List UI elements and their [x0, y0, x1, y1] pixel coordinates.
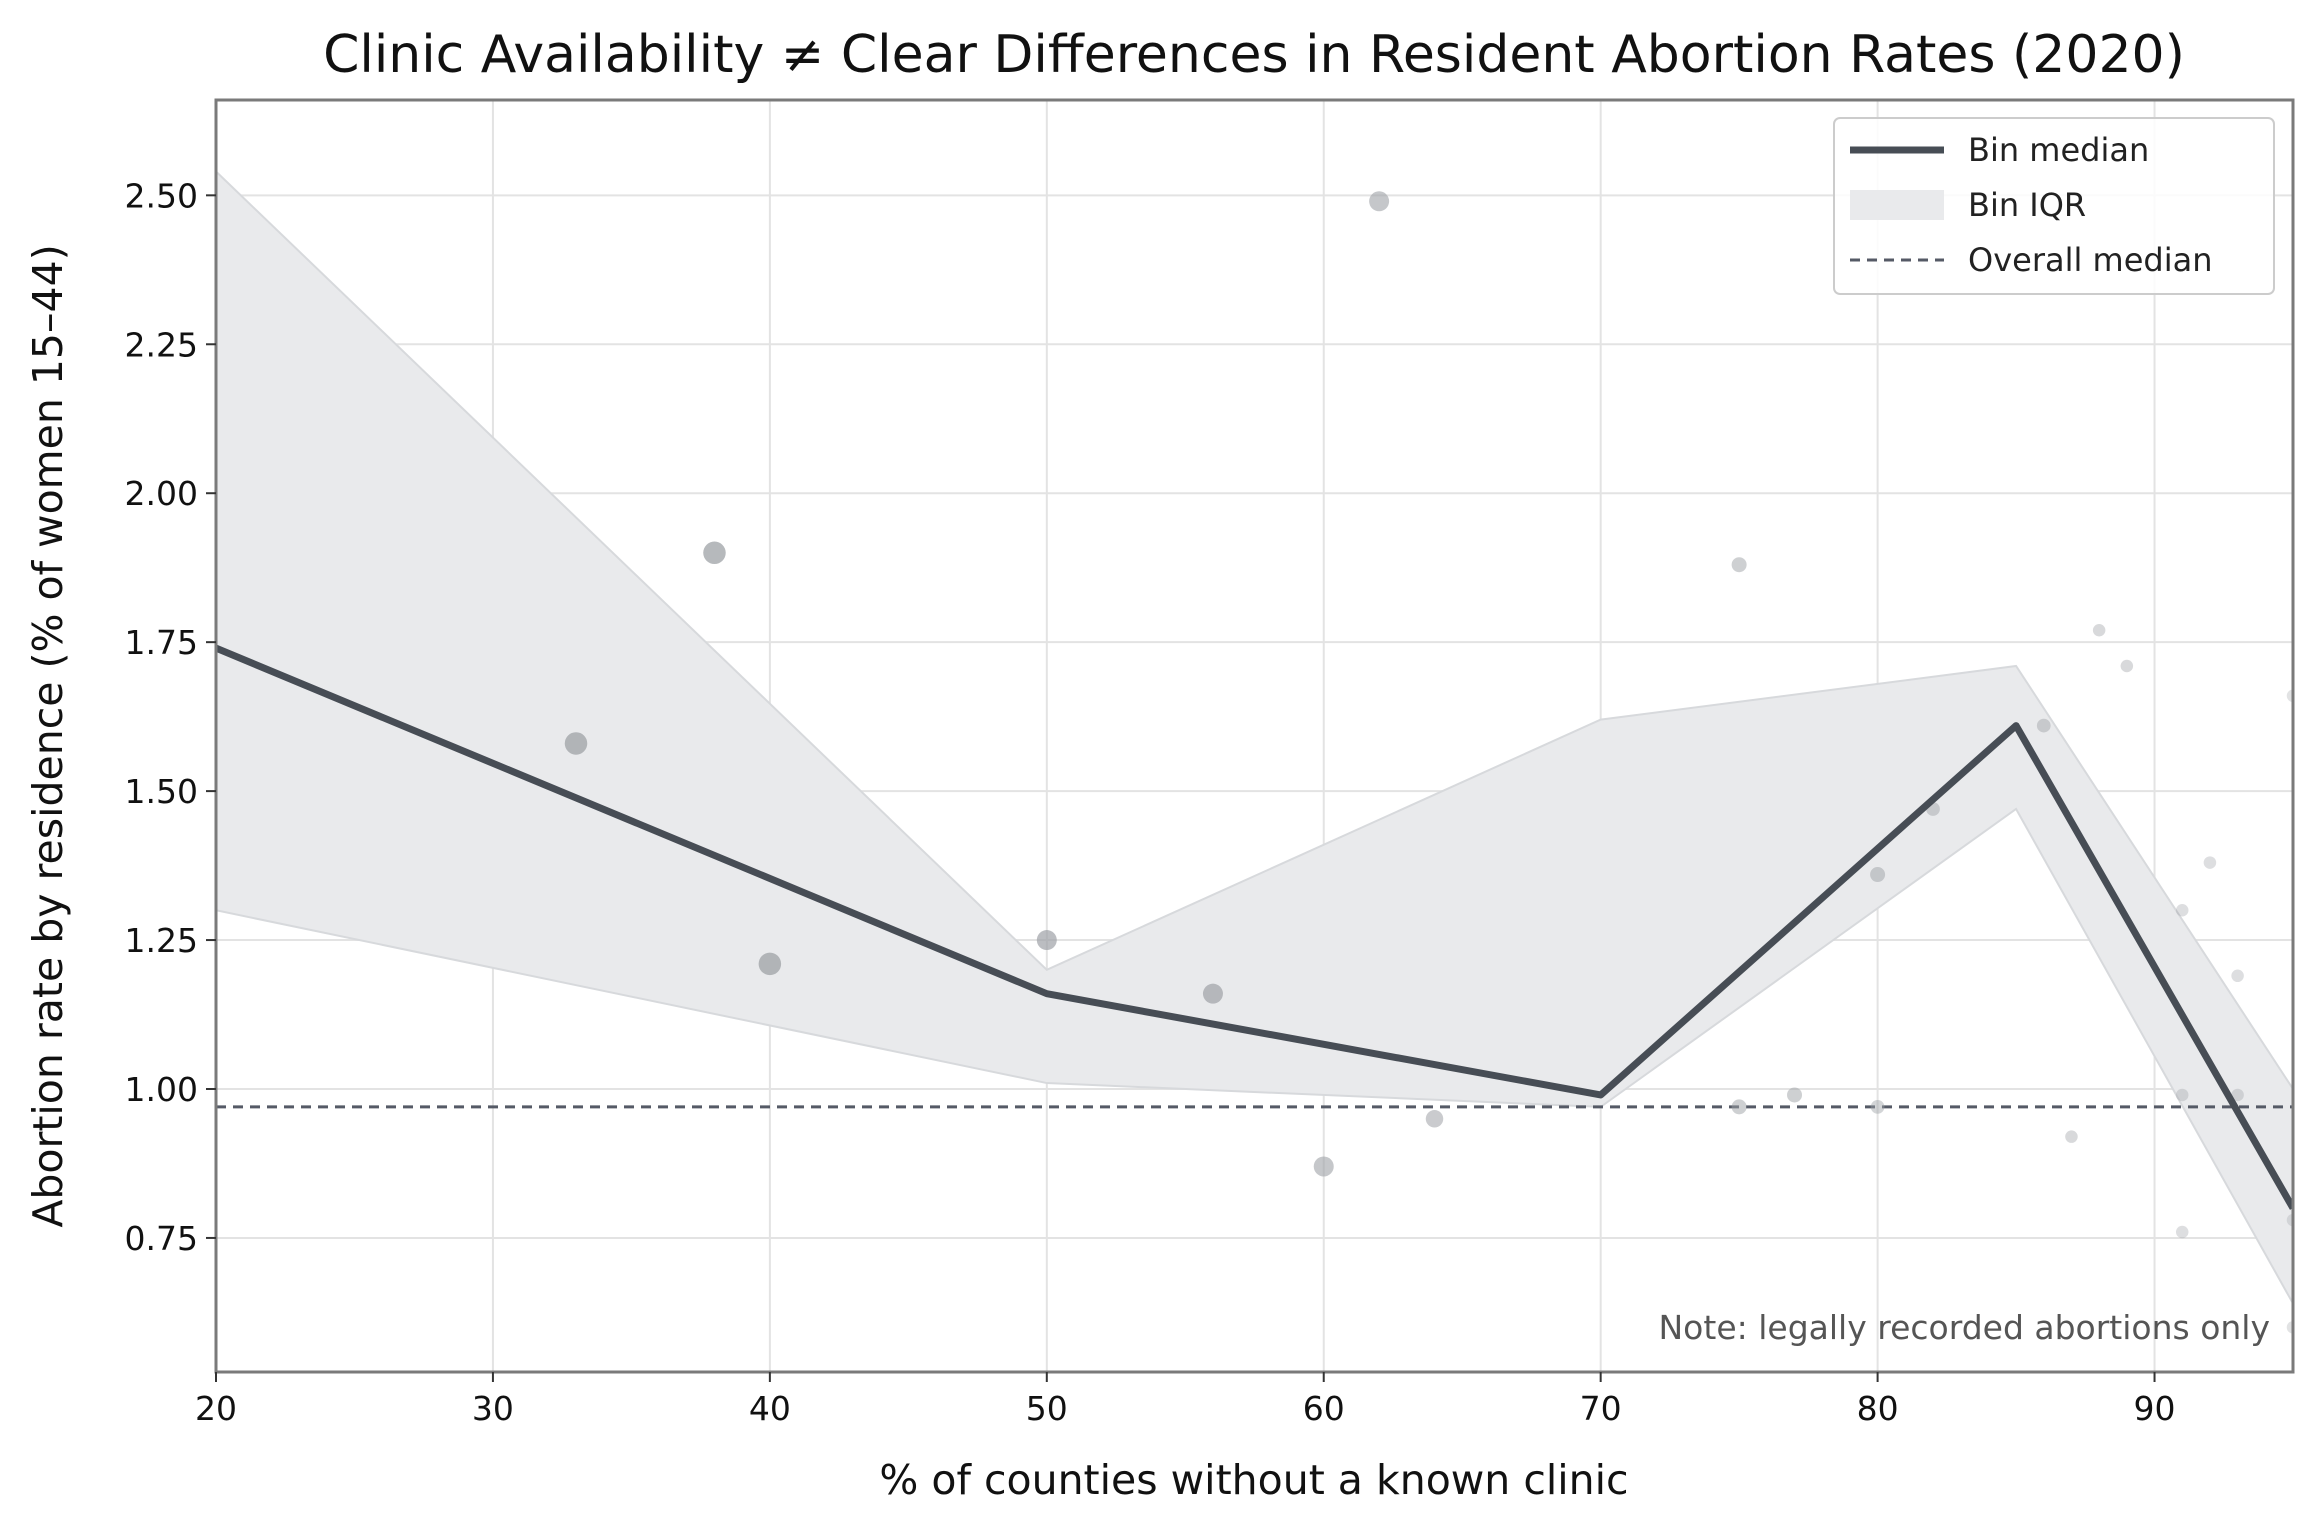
scatter-point	[2175, 1225, 2189, 1239]
x-tick-label: 70	[1580, 1389, 1622, 1428]
scatter-point	[2036, 718, 2051, 733]
scatter-point	[1369, 191, 1390, 212]
scatter-point	[2092, 623, 2106, 637]
x-tick-label: 80	[1857, 1389, 1899, 1428]
y-axis-ticks: 0.75 1.00 1.25 1.50 1.75 2.00 2.25 2.50	[125, 176, 216, 1258]
legend-label-bin-median: Bin median	[1968, 131, 2149, 169]
x-axis-label: % of counties without a known clinic	[879, 1456, 1628, 1504]
scatter-point	[758, 952, 782, 976]
chart-title: Clinic Availability ≠ Clear Differences …	[323, 25, 2185, 85]
y-tick-label: 0.75	[125, 1219, 198, 1258]
plot-frame	[214, 98, 2295, 1374]
scatter-point	[1870, 867, 1886, 883]
x-tick-label: 40	[749, 1389, 791, 1428]
x-tick-label: 90	[2134, 1389, 2176, 1428]
scatter-point	[1202, 983, 1223, 1004]
legend-label-bin-iqr: Bin IQR	[1968, 186, 2086, 224]
legend-label-overall-median: Overall median	[1968, 241, 2212, 279]
y-tick-label: 1.25	[125, 921, 198, 960]
scatter-point	[1731, 557, 1747, 573]
scatter-point	[2286, 689, 2293, 703]
scatter-point	[2231, 969, 2244, 983]
scatter-point	[2065, 1130, 2078, 1143]
scatter-point	[1870, 1100, 1885, 1114]
y-tick-label: 2.25	[125, 325, 198, 364]
legend: Bin median Bin IQR Overall median	[1833, 117, 2275, 295]
bin-median-line	[216, 644, 2293, 1210]
scatter-point	[2203, 856, 2217, 869]
scatter-point	[1313, 1156, 1334, 1177]
x-tick-label: 20	[195, 1389, 237, 1428]
scatter-point	[2231, 1088, 2244, 1102]
scatter-points	[564, 191, 2293, 1334]
y-axis-label: Abortion rate by residence (% of women 1…	[24, 244, 72, 1227]
scatter-point	[1036, 930, 1057, 951]
scatter-point	[1731, 1099, 1747, 1115]
scatter-point	[2120, 659, 2134, 673]
y-tick-label: 1.50	[125, 772, 198, 811]
y-tick-label: 1.00	[125, 1070, 198, 1109]
legend-box	[1833, 117, 2275, 295]
scatter-point	[2286, 1213, 2293, 1227]
scatter-point	[1425, 1110, 1444, 1128]
scatter-point	[2175, 1088, 2189, 1102]
scatter-point	[703, 541, 726, 565]
scatter-point	[2175, 904, 2189, 917]
x-axis-ticks: 20 30 40 50 60 70 80 90	[195, 1372, 2176, 1428]
y-tick-label: 2.00	[125, 474, 198, 513]
legend-swatch-bin-iqr	[1850, 190, 1944, 220]
x-tick-label: 60	[1303, 1389, 1345, 1428]
note-annotation: Note: legally recorded abortions only	[1659, 1308, 2271, 1347]
y-tick-label: 2.50	[125, 176, 198, 215]
x-tick-label: 50	[1026, 1389, 1068, 1428]
y-tick-label: 1.75	[125, 623, 198, 662]
scatter-point	[1787, 1087, 1803, 1103]
scatter-point	[564, 732, 588, 755]
scatter-point	[2286, 1321, 2293, 1334]
bin-iqr-band	[216, 170, 2293, 1306]
x-tick-label: 30	[472, 1389, 514, 1428]
